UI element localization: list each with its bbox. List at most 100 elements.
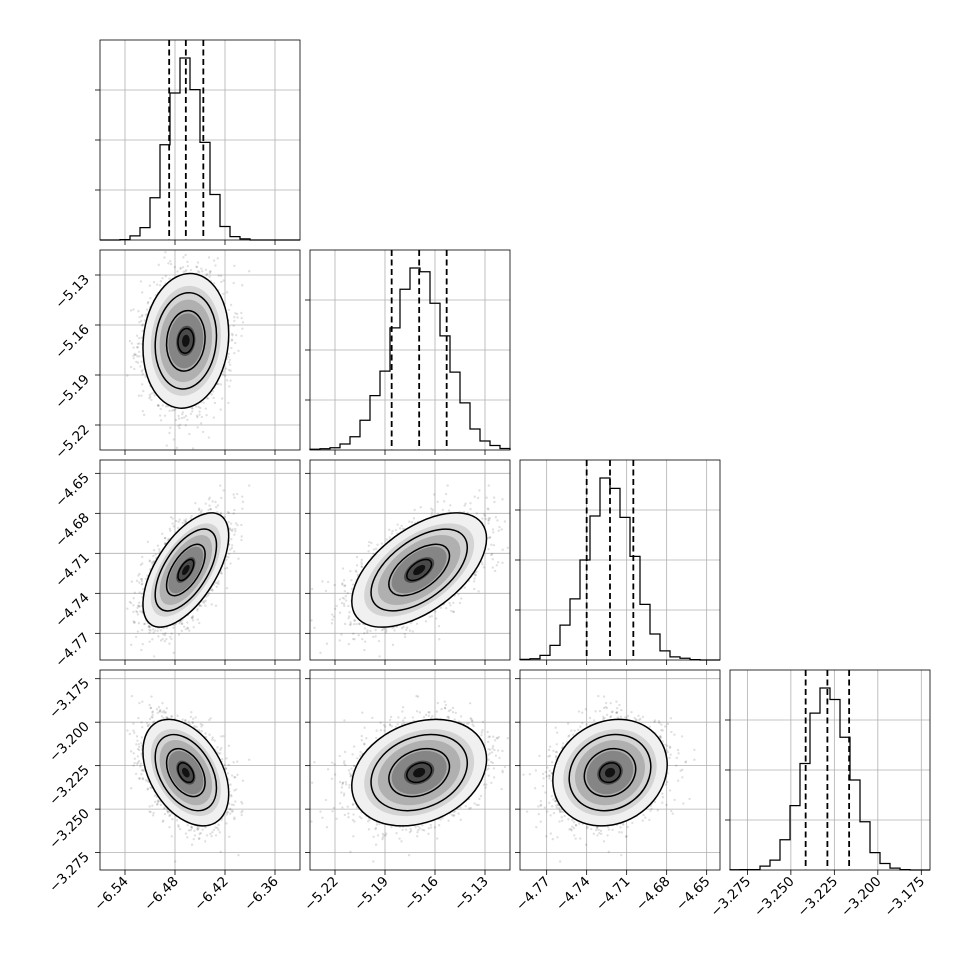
sample-point <box>142 389 145 393</box>
sample-point <box>241 327 244 330</box>
sample-point <box>147 300 150 304</box>
sample-point <box>219 383 223 386</box>
sample-point <box>177 417 181 420</box>
sample-point <box>233 352 236 355</box>
sample-point <box>141 313 144 317</box>
sample-point <box>205 273 208 277</box>
panel-1-1 <box>305 249 511 455</box>
sample-point <box>136 342 140 345</box>
sample-point <box>158 284 162 287</box>
sample-point <box>135 334 139 337</box>
sample-point <box>234 334 238 337</box>
sample-point <box>212 416 216 419</box>
sample-point <box>232 281 235 285</box>
sample-point <box>240 311 243 315</box>
sample-point <box>202 401 205 404</box>
histogram <box>100 57 300 241</box>
sample-point <box>167 262 170 265</box>
x-tick-label: −3.275 <box>708 874 755 921</box>
sample-point <box>235 312 239 316</box>
sample-point <box>137 310 140 313</box>
sample-point <box>241 321 245 324</box>
sample-point <box>164 274 167 278</box>
sample-point <box>227 361 231 364</box>
sample-point <box>229 379 232 382</box>
panel-frame <box>309 249 511 451</box>
sample-point <box>205 413 208 417</box>
sample-point <box>138 315 141 319</box>
sample-point <box>181 266 185 269</box>
sample-point <box>158 414 162 417</box>
sample-point <box>177 424 180 428</box>
panel-2-2 <box>515 459 721 665</box>
sample-point <box>132 357 135 360</box>
panel-3-3: −3.275−3.250−3.225−3.200−3.175 <box>708 669 931 921</box>
sample-point <box>141 324 144 327</box>
sample-point <box>173 265 177 269</box>
sample-point <box>198 413 201 416</box>
sample-point <box>206 397 210 400</box>
sample-point <box>219 408 222 411</box>
sample-point <box>233 319 236 323</box>
sample-point <box>233 315 236 319</box>
sample-point <box>181 411 185 414</box>
sample-point <box>141 329 144 333</box>
sample-point <box>139 365 142 368</box>
sample-point <box>161 276 164 280</box>
panel-0-0 <box>95 39 301 245</box>
sample-point <box>195 265 199 269</box>
sample-point <box>172 438 175 441</box>
sample-point <box>191 410 194 413</box>
sample-point <box>161 404 164 407</box>
sample-point <box>212 259 216 262</box>
sample-point <box>212 396 215 400</box>
sample-point <box>139 280 143 283</box>
sample-point <box>168 409 171 413</box>
sample-point <box>204 268 208 272</box>
sample-point <box>152 280 156 284</box>
sample-point <box>236 316 239 319</box>
histogram <box>519 477 720 661</box>
sample-point <box>164 251 167 254</box>
sample-point <box>220 397 224 400</box>
sample-point <box>186 264 189 268</box>
sample-point <box>141 369 144 372</box>
sample-point <box>196 416 199 419</box>
sample-point <box>126 374 129 377</box>
sample-point <box>163 256 166 259</box>
sample-point <box>248 270 251 273</box>
x-tick-label: −3.175 <box>881 874 928 921</box>
sample-point <box>180 416 183 420</box>
sample-point <box>149 296 152 300</box>
sample-point <box>227 355 230 359</box>
sample-point <box>178 426 181 430</box>
sample-point <box>232 324 235 327</box>
sample-point <box>233 264 236 268</box>
y-tick-label: −5.13 <box>52 272 93 313</box>
sample-point <box>199 422 203 425</box>
sample-point <box>204 407 208 410</box>
panel-frame <box>729 669 931 871</box>
sample-point <box>172 408 175 412</box>
sample-point <box>230 346 233 350</box>
sample-point <box>141 291 144 294</box>
sample-point <box>133 352 136 355</box>
sample-point <box>220 280 223 284</box>
histogram <box>729 687 930 871</box>
sample-point <box>189 268 193 272</box>
sample-point <box>169 260 172 263</box>
sample-point <box>197 271 201 274</box>
sample-point <box>140 370 144 373</box>
sample-point <box>227 308 231 312</box>
sample-point <box>148 393 151 397</box>
sample-point <box>208 275 211 278</box>
sample-point <box>208 272 211 275</box>
sample-point <box>129 365 133 369</box>
sample-point <box>219 274 223 277</box>
sample-point <box>168 277 171 280</box>
sample-point <box>174 408 177 411</box>
sample-point <box>157 404 160 407</box>
sample-point <box>177 414 180 418</box>
sample-point <box>136 345 140 349</box>
sample-point <box>227 401 230 405</box>
